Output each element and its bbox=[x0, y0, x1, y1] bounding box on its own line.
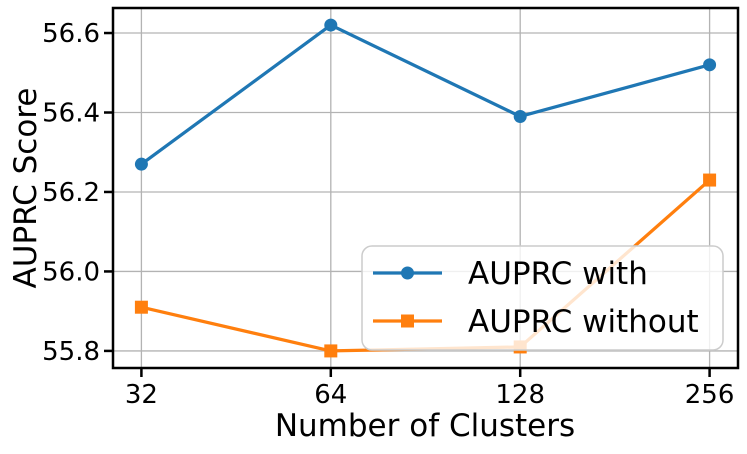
series-line-circle bbox=[139, 23, 712, 166]
legend-marker-circle bbox=[401, 266, 414, 280]
plot-border bbox=[111, 6, 740, 370]
x-tick-label: 256 bbox=[685, 380, 735, 410]
legend-label: AUPRC with bbox=[468, 256, 648, 292]
data-point-marker bbox=[513, 109, 527, 123]
x-tick-label: 64 bbox=[314, 380, 347, 410]
x-axis-label: Number of Clusters bbox=[275, 408, 575, 444]
y-tick-labels: 55.8 56.0 56.2 56.4 56.6 bbox=[42, 19, 100, 367]
data-point-marker bbox=[703, 173, 717, 187]
data-point-marker bbox=[324, 18, 338, 32]
data-point-marker bbox=[134, 157, 148, 171]
data-point-marker bbox=[134, 300, 148, 314]
legend-marker-square bbox=[401, 314, 414, 328]
data-point-marker bbox=[703, 58, 717, 72]
x-tick-label: 128 bbox=[495, 380, 545, 410]
x-tick-label: 32 bbox=[125, 380, 158, 410]
y-tick-label: 56.0 bbox=[42, 257, 100, 287]
legend: AUPRC with AUPRC without bbox=[361, 245, 724, 351]
data-point-marker bbox=[324, 344, 338, 358]
y-axis-label: AUPRC Score bbox=[8, 88, 44, 289]
legend-label: AUPRC without bbox=[468, 304, 699, 340]
y-tick-label: 56.6 bbox=[42, 19, 100, 49]
legend-box bbox=[361, 245, 724, 351]
x-tick-labels: 32 64 128 256 bbox=[125, 380, 735, 410]
y-tick-label: 56.2 bbox=[42, 178, 100, 208]
y-tick-label: 56.4 bbox=[42, 99, 100, 129]
axis-ticks bbox=[104, 31, 711, 377]
y-tick-label: 55.8 bbox=[42, 337, 100, 367]
